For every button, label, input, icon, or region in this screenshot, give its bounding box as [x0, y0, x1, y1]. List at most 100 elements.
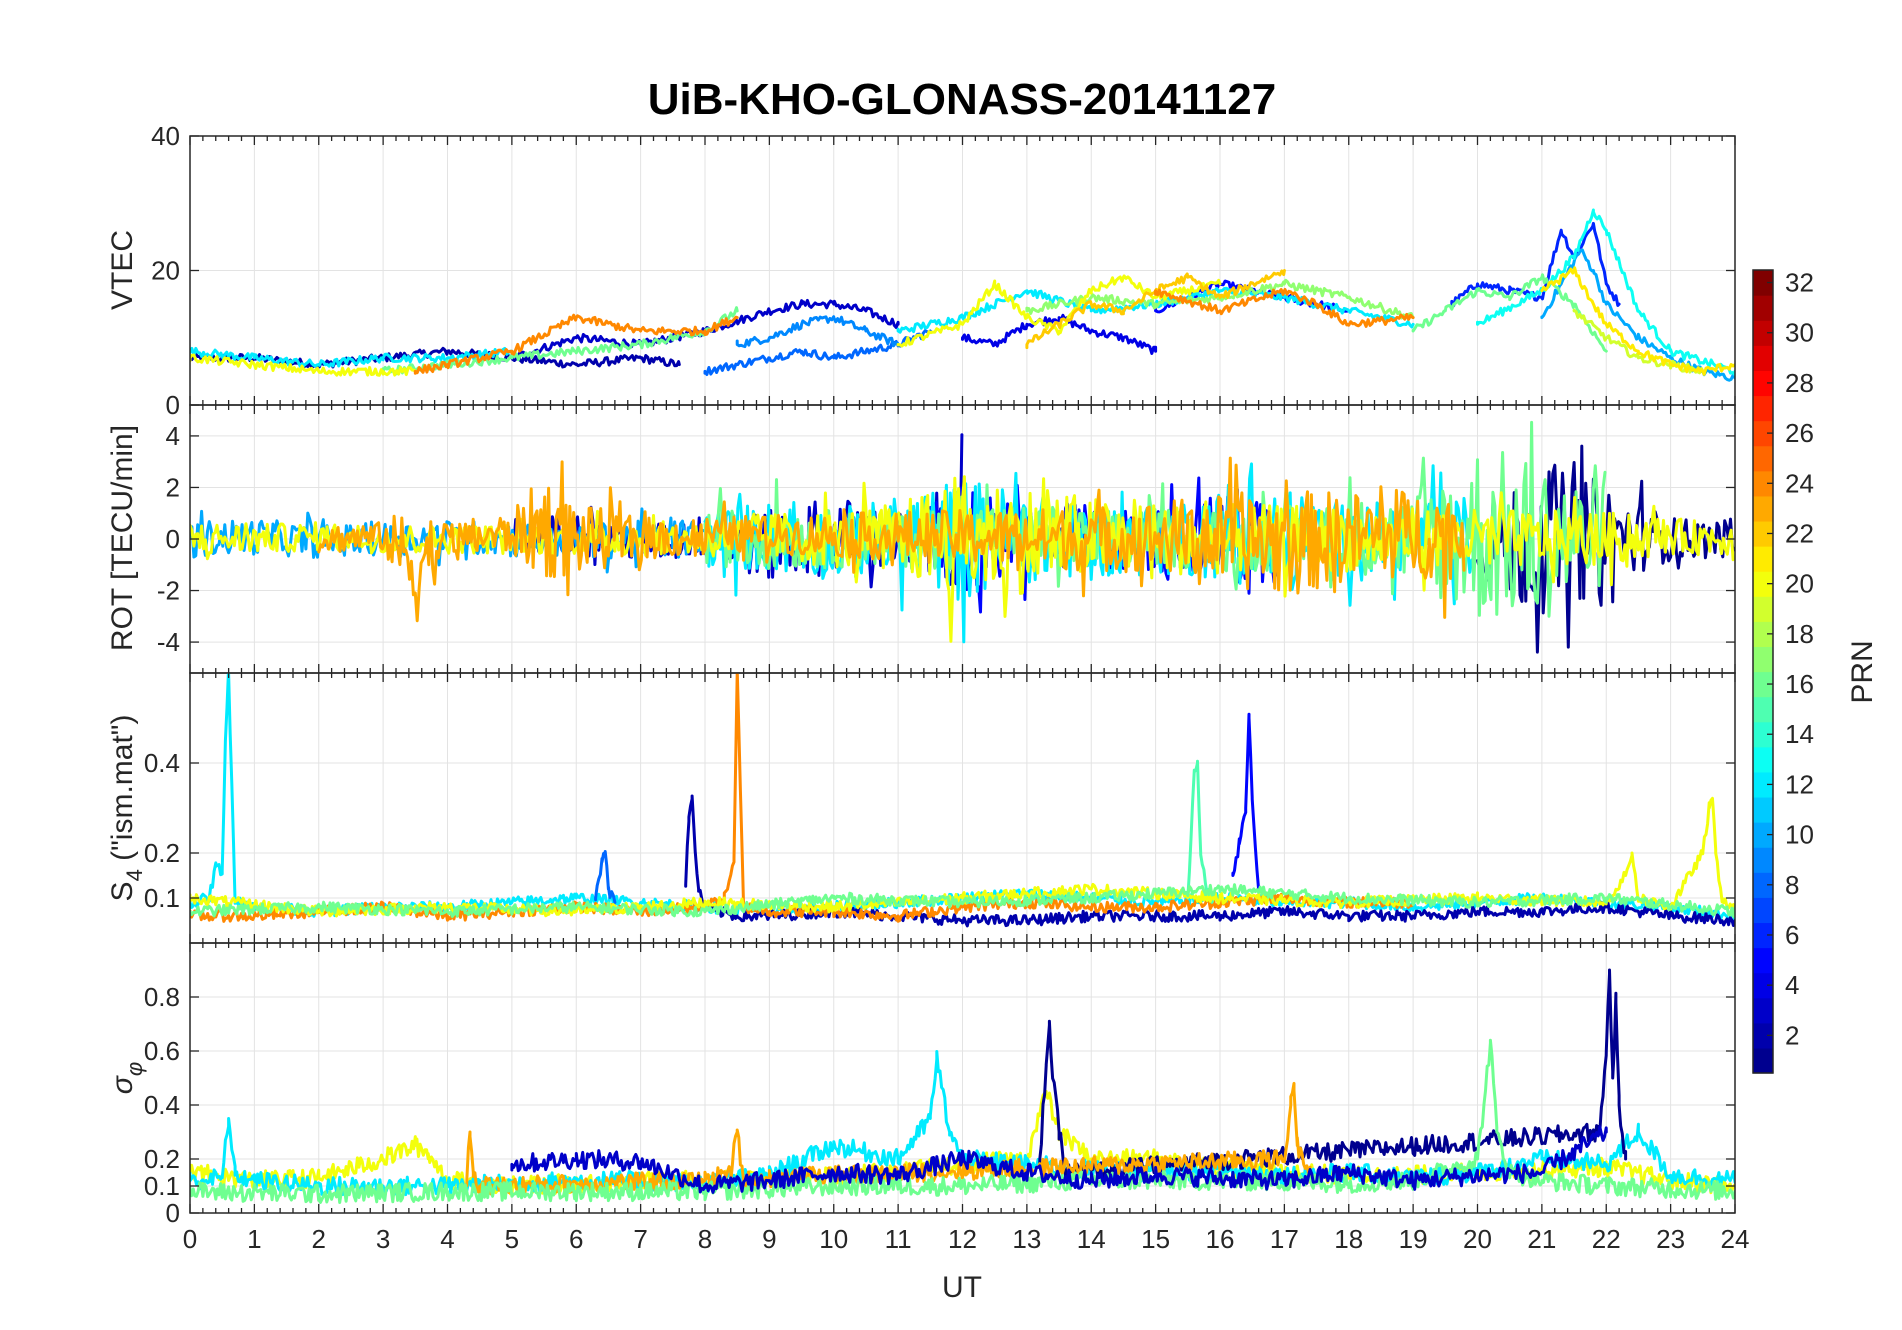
colorbar-tick-label: 16 [1785, 669, 1814, 699]
y-tick-label: 0.2 [144, 1144, 180, 1174]
x-axis: 0 1 2 3 4 5 6 7 8 9 10 11 12 13 14 15 16 17 18 19 20 21 22 23 24 [183, 1224, 1750, 1254]
colorbar-tick-label: 12 [1785, 769, 1814, 799]
colorbar-band [1753, 295, 1773, 321]
colorbar-tick-label: 18 [1785, 619, 1814, 649]
colorbar-band [1753, 320, 1773, 346]
colorbar-tick-label: 28 [1785, 368, 1814, 398]
x-tick-label: 22 [1592, 1224, 1621, 1254]
colorbar-band [1753, 370, 1773, 397]
colorbar-tick-label: 4 [1785, 970, 1799, 1000]
tickmarks-vtec [189, 135, 1736, 406]
colorbar-band [1753, 495, 1773, 522]
x-tick-label: 5 [505, 1224, 519, 1254]
x-tick-label: 21 [1527, 1224, 1556, 1254]
colorbar-tick-label: 22 [1785, 518, 1814, 548]
colorbar-band [1753, 520, 1773, 547]
series-line-prn-8 [703, 329, 932, 376]
colorbar-tick-label: 26 [1785, 418, 1814, 448]
colorbar-tick-label: 2 [1785, 1020, 1799, 1050]
series-line-prn-4 [961, 313, 1158, 355]
y-tick-label: 0 [166, 524, 180, 554]
colorbar-band [1753, 947, 1773, 974]
series-vtec [190, 208, 1735, 382]
series-line-prn-8 [594, 850, 617, 904]
series-sigma [190, 968, 1735, 1204]
series-line-prn-23 [317, 456, 1466, 623]
panel-rot: -4 -2 0 2 4 ROT [TECU/min] [106, 404, 1736, 674]
series-line-prn-13 [1476, 208, 1735, 376]
x-tick-label: 19 [1399, 1224, 1428, 1254]
x-tick-label: 13 [1012, 1224, 1041, 1254]
colorbar-band [1753, 470, 1773, 497]
series-line-prn-20 [190, 353, 417, 377]
y-axis-label-s4: S4 ("ism.mat") [106, 715, 147, 902]
x-axis-label: UT [942, 1271, 982, 1304]
colorbar-band [1753, 571, 1773, 597]
y-tick-label: 4 [166, 421, 180, 451]
tickmarks-sigma [189, 943, 1736, 1214]
series-line-prn-24 [1154, 288, 1415, 328]
y-label-main: S [106, 881, 139, 901]
colorbar-band [1753, 671, 1773, 698]
x-tick-label: 24 [1721, 1224, 1750, 1254]
colorbar-tick-label: 32 [1785, 268, 1814, 298]
colorbar-band [1753, 345, 1773, 371]
colorbar-band [1753, 771, 1773, 798]
colorbar-band [1753, 270, 1773, 296]
colorbar-band [1753, 796, 1773, 823]
series-line-prn-21 [1540, 266, 1735, 376]
colorbar-band [1753, 972, 1773, 999]
colorbar-tick-label: 30 [1785, 318, 1814, 348]
colorbar-tick-label: 14 [1785, 719, 1814, 749]
x-tick-label: 10 [819, 1224, 848, 1254]
panel-s4: 0.1 0.2 0.4S4 ("ism.mat") [106, 672, 1736, 944]
x-tick-label: 14 [1077, 1224, 1106, 1254]
x-tick-label: 12 [948, 1224, 977, 1254]
y-tick-label: 2 [166, 472, 180, 502]
y-tick-label: 0.6 [144, 1036, 180, 1066]
colorbar-band [1753, 847, 1773, 873]
colorbar-band [1753, 395, 1773, 422]
series-s4 [190, 673, 1735, 928]
y-tick-label: 0.1 [144, 1171, 180, 1201]
colorbar-band [1753, 746, 1773, 773]
x-tick-label: 15 [1141, 1224, 1170, 1254]
grid-vtec [189, 135, 1736, 406]
series-line-prn-24 [190, 673, 1415, 923]
series-line-prn-20 [896, 274, 1222, 348]
colorbar-tick-label: 24 [1785, 468, 1814, 498]
colorbar-band [1753, 721, 1773, 748]
series-line-prn-16 [190, 883, 1735, 918]
y-tick-label: 40 [151, 121, 180, 151]
colorbar-band [1753, 897, 1773, 924]
y-label-main: σ [106, 1074, 139, 1094]
x-tick-label: 16 [1206, 1224, 1235, 1254]
tickmarks-rot [189, 405, 1736, 673]
colorbar-label: PRN [1846, 640, 1879, 703]
y-tick-label: 0.4 [144, 748, 180, 778]
y-tick-label: 0 [166, 1198, 180, 1228]
colorbar-band [1753, 621, 1773, 647]
x-tick-label: 6 [569, 1224, 583, 1254]
panel-sigma: 00.10.2 0.4 0.6 0.8 σφ [106, 942, 1736, 1228]
y-tick-label: 0.2 [144, 838, 180, 868]
series-line-prn-9 [735, 315, 900, 349]
colorbar-tick-label: 6 [1785, 920, 1799, 950]
y-label-subscript: 4 [122, 869, 147, 881]
x-tick-label: 4 [440, 1224, 454, 1254]
y-tick-label: 0.1 [144, 883, 180, 913]
colorbar-tick-label: 8 [1785, 870, 1799, 900]
series-line-prn-3 [510, 1125, 1608, 1194]
colorbar-band [1753, 872, 1773, 898]
x-tick-label: 17 [1270, 1224, 1299, 1254]
y-tick-label: -2 [157, 576, 180, 606]
series-line-prn-17 [1025, 278, 1415, 320]
colorbar-frame [1752, 269, 1774, 1074]
colorbar-band [1753, 1022, 1773, 1049]
colorbar-band [1753, 696, 1773, 723]
colorbar-band [1753, 445, 1773, 472]
x-tick-label: 11 [885, 1224, 912, 1254]
y-tick-label: -4 [157, 627, 180, 657]
